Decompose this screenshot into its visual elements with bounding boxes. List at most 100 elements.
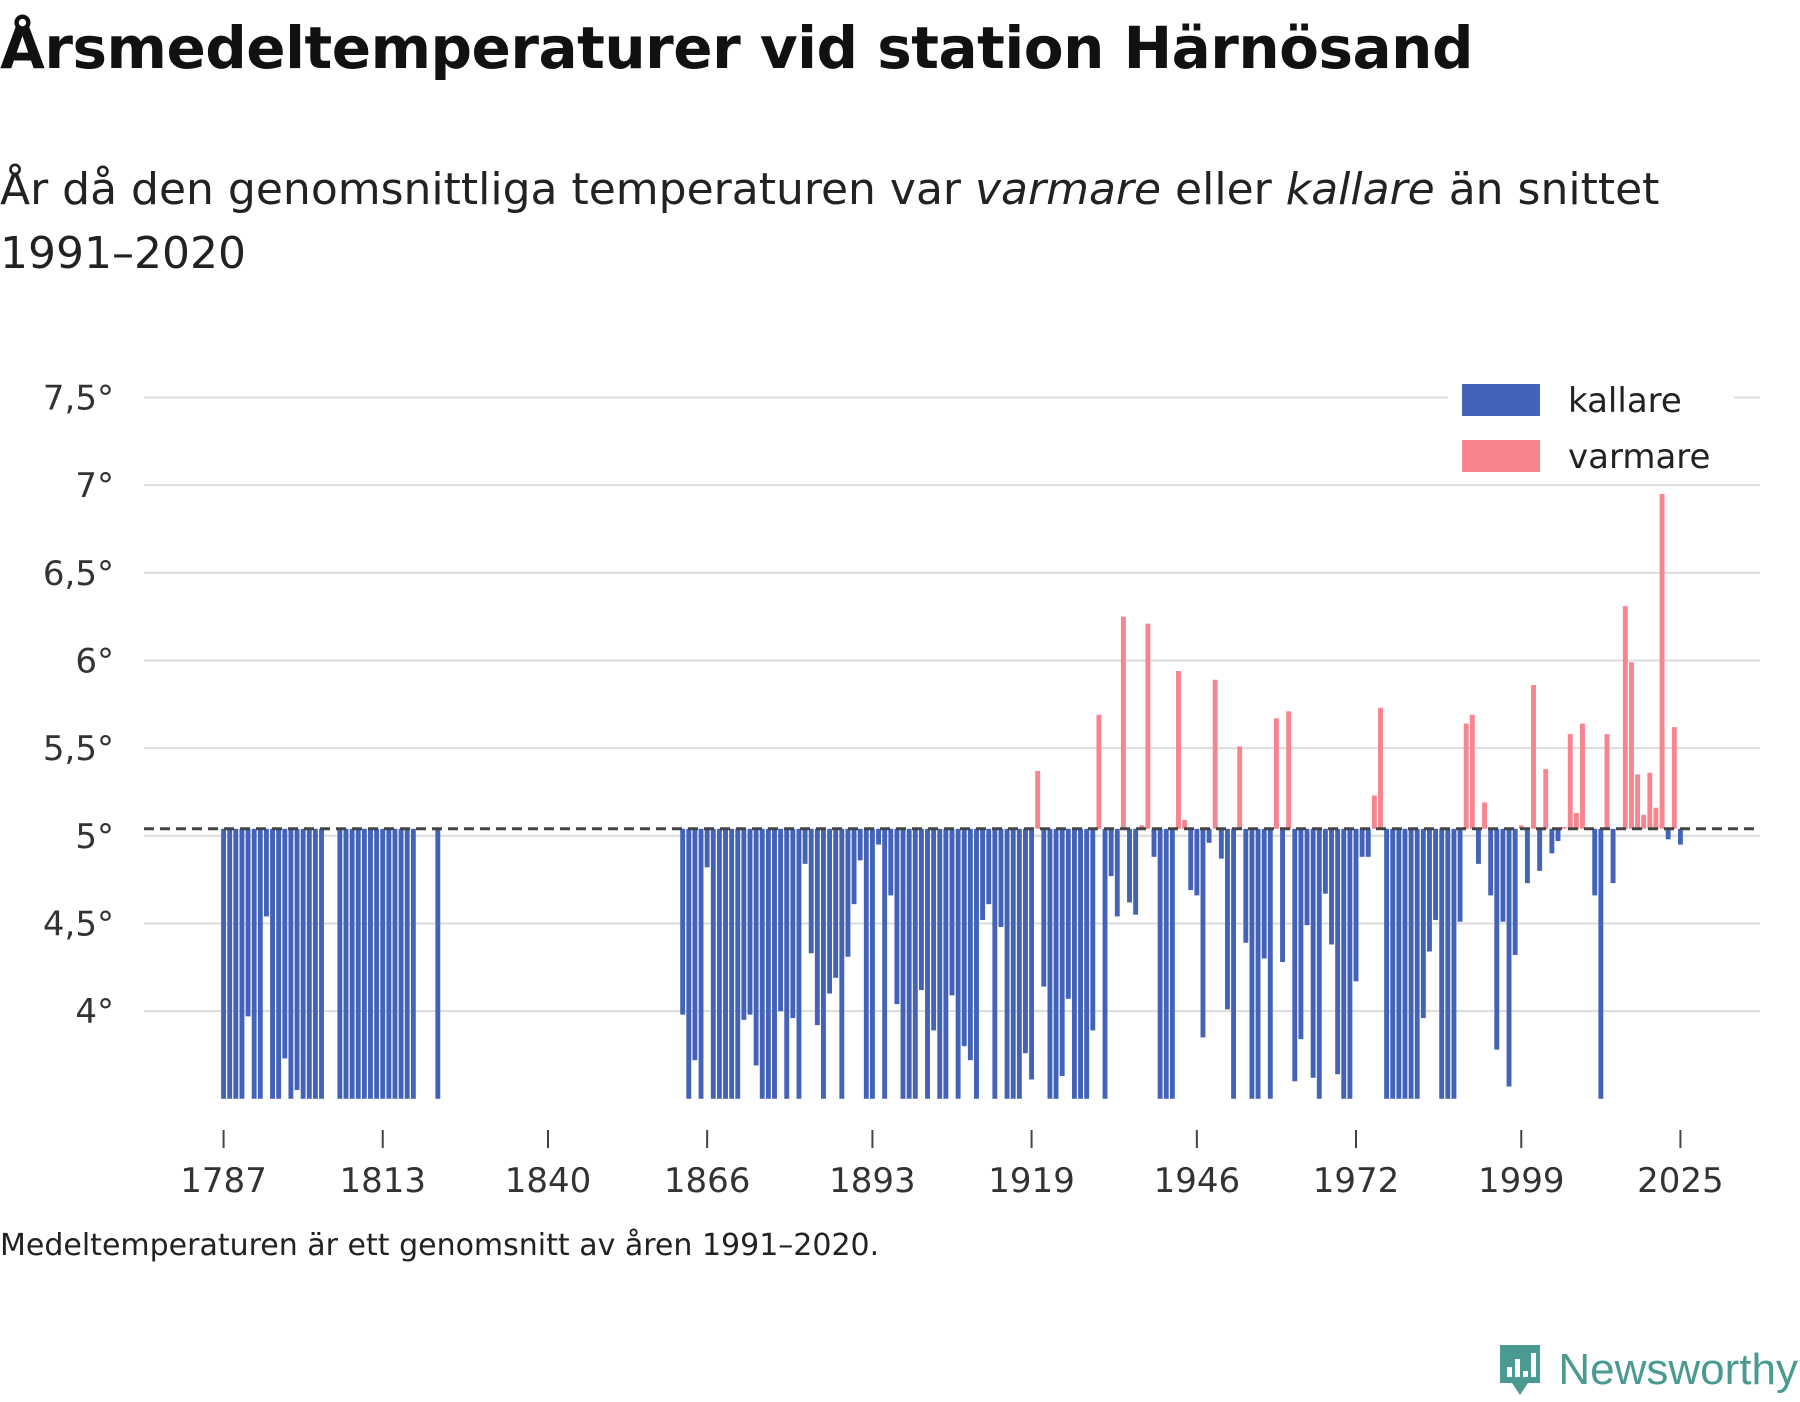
bar [1604, 734, 1610, 829]
y-tick-label: 4,5° [43, 904, 114, 944]
bar [368, 828, 373, 1099]
bar [1341, 828, 1347, 1099]
bar [306, 828, 312, 1099]
bar [361, 828, 367, 1099]
bar [300, 828, 306, 1099]
bar [1035, 770, 1041, 829]
subtitle-part-2: eller [1161, 164, 1286, 215]
bar [1353, 828, 1359, 982]
bar [1218, 828, 1224, 859]
bar [698, 828, 704, 1099]
bar [1567, 734, 1573, 829]
subtitle-warm-word: varmare [974, 164, 1162, 215]
newsworthy-logo-icon [1500, 1345, 1541, 1395]
bar [1255, 828, 1261, 1099]
bar [796, 828, 802, 1099]
bar [802, 828, 808, 864]
bar [282, 828, 288, 1059]
bar [735, 828, 741, 1099]
legend-swatch-varmare [1462, 440, 1540, 472]
bar [1084, 828, 1090, 1099]
x-tick-label: 1787 [180, 1161, 267, 1201]
bar [1433, 828, 1439, 920]
bar [1267, 828, 1273, 1099]
bar [276, 828, 282, 1099]
bar [1543, 769, 1549, 829]
bar [1286, 711, 1292, 829]
bar [967, 828, 973, 1061]
bar [827, 828, 833, 994]
bar [227, 828, 233, 1099]
bar [998, 828, 1004, 927]
bar [1439, 828, 1445, 1099]
bar [1396, 828, 1402, 1099]
bar [980, 828, 986, 920]
bar [882, 828, 888, 1099]
bar [1304, 828, 1310, 926]
bar [839, 828, 845, 1099]
bar [1096, 714, 1102, 829]
bar [1482, 802, 1487, 829]
bar [1212, 679, 1218, 829]
bar [1298, 828, 1304, 1040]
bar [992, 828, 998, 1099]
bar [1237, 746, 1243, 829]
bar [1408, 828, 1414, 1099]
bar [1176, 671, 1181, 829]
y-tick-label: 4° [75, 992, 114, 1032]
bar [1494, 828, 1500, 1050]
bar [741, 828, 747, 1020]
legend-label-kallare: kallare [1568, 381, 1682, 421]
bar [1322, 828, 1328, 894]
bar [686, 828, 692, 1099]
bar [692, 828, 698, 1061]
bar [955, 828, 961, 1099]
bar [1365, 828, 1371, 857]
bar [1561, 827, 1567, 829]
bar [723, 828, 728, 1099]
x-tick-label: 1813 [339, 1161, 426, 1201]
bar [1157, 828, 1163, 1099]
temperature-bar-chart: 4° 4,5° 5° 5,5° 6° 6,5° 7° 7,5° 1787 1813 1840 186… [43, 365, 1760, 1201]
chart-title: Årsmedeltemperaturer vid station Härnösa… [0, 14, 1473, 82]
bar [1273, 718, 1279, 829]
bar [1359, 828, 1365, 857]
bar [949, 828, 955, 996]
legend: kallare varmare [1448, 365, 1734, 477]
bar [784, 828, 790, 1099]
bar [710, 828, 716, 1099]
x-tick-label: 2025 [1637, 1161, 1724, 1201]
bar [1347, 828, 1353, 1099]
bar [1059, 828, 1065, 1076]
bar [233, 828, 239, 1099]
bar [1280, 828, 1285, 963]
bar [986, 828, 992, 905]
bar [729, 828, 735, 1099]
bar [1053, 828, 1059, 1099]
bar [1182, 820, 1188, 829]
y-tick-label: 5,5° [43, 729, 114, 769]
bar [1469, 714, 1475, 829]
bar [1549, 828, 1555, 854]
bar [294, 828, 300, 1090]
bar [704, 828, 710, 868]
bar [1414, 828, 1420, 1099]
bar [1635, 774, 1641, 829]
bar [1047, 828, 1053, 1099]
bar [1512, 828, 1518, 956]
bar [1592, 828, 1598, 896]
x-tick-label: 1840 [505, 1161, 592, 1201]
bar [245, 828, 251, 1017]
bar [821, 828, 826, 1099]
bar [1023, 828, 1028, 1054]
bar [1078, 828, 1083, 1099]
bar [906, 828, 912, 1099]
bar [1665, 828, 1671, 840]
bar [1329, 828, 1334, 945]
bar [680, 828, 686, 1015]
bar [1531, 685, 1536, 829]
bar [1555, 828, 1561, 842]
bar [931, 828, 937, 1031]
bar [355, 828, 361, 1099]
bar [251, 828, 257, 1099]
